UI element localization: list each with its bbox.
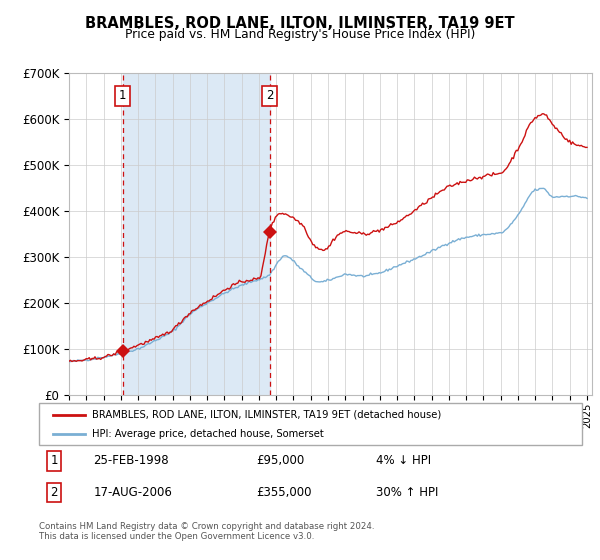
Text: BRAMBLES, ROD LANE, ILTON, ILMINSTER, TA19 9ET (detached house): BRAMBLES, ROD LANE, ILTON, ILMINSTER, TA… [92, 410, 442, 420]
Text: 1: 1 [50, 454, 58, 468]
Text: 1: 1 [119, 89, 127, 102]
Text: 2: 2 [50, 486, 58, 499]
Text: This data is licensed under the Open Government Licence v3.0.: This data is licensed under the Open Gov… [39, 532, 314, 541]
Text: 30% ↑ HPI: 30% ↑ HPI [376, 486, 438, 499]
Text: Contains HM Land Registry data © Crown copyright and database right 2024.: Contains HM Land Registry data © Crown c… [39, 522, 374, 531]
Text: Price paid vs. HM Land Registry's House Price Index (HPI): Price paid vs. HM Land Registry's House … [125, 28, 475, 41]
Text: 4% ↓ HPI: 4% ↓ HPI [376, 454, 431, 468]
Text: £355,000: £355,000 [256, 486, 312, 499]
Text: BRAMBLES, ROD LANE, ILTON, ILMINSTER, TA19 9ET: BRAMBLES, ROD LANE, ILTON, ILMINSTER, TA… [85, 16, 515, 31]
Text: 25-FEB-1998: 25-FEB-1998 [94, 454, 169, 468]
FancyBboxPatch shape [39, 403, 582, 445]
Text: £95,000: £95,000 [256, 454, 304, 468]
Bar [123, 73, 269, 395]
Text: 17-AUG-2006: 17-AUG-2006 [94, 486, 172, 499]
Text: 2: 2 [266, 89, 274, 102]
Text: HPI: Average price, detached house, Somerset: HPI: Average price, detached house, Some… [92, 430, 324, 439]
